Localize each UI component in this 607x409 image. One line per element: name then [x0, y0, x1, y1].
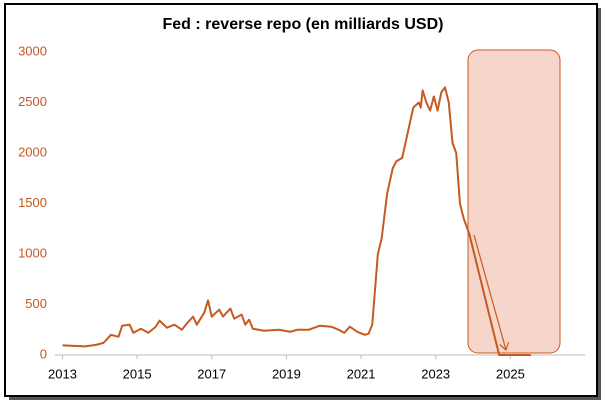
y-tick-label: 2500: [18, 94, 47, 109]
y-tick-label: 1000: [18, 245, 47, 260]
y-tick-label: 1500: [18, 195, 47, 210]
chart-title: Fed : reverse repo (en milliards USD): [163, 16, 444, 33]
x-tick-label: 2021: [347, 366, 376, 381]
x-tick-label: 2013: [48, 366, 77, 381]
y-tick-label: 2000: [18, 144, 47, 159]
line: [62, 86, 531, 356]
y-tick-label: 500: [25, 296, 47, 311]
x-tick-label: 2025: [496, 366, 525, 381]
y-tick-label: 0: [40, 346, 47, 361]
trend-arrow: [473, 234, 506, 350]
x-tick-label: 2019: [272, 366, 301, 381]
x-tick-label: 2023: [421, 366, 450, 381]
highlight-box: [467, 49, 561, 354]
x-tick-label: 2017: [197, 366, 226, 381]
x-tick-label: 2015: [123, 366, 152, 381]
y-tick-label: 3000: [18, 43, 47, 58]
